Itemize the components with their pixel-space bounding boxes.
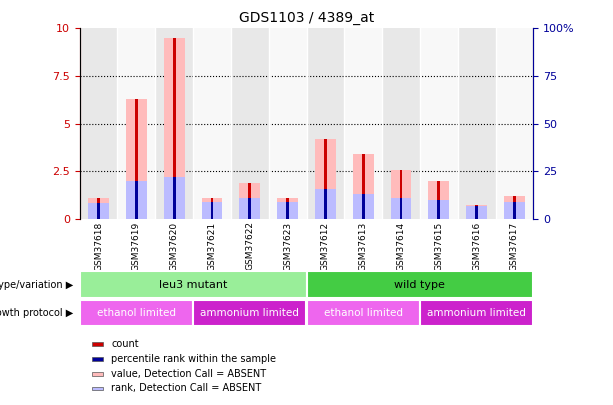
Bar bbox=[248, 198, 251, 219]
Bar bbox=[513, 196, 516, 219]
Bar bbox=[466, 205, 487, 219]
Bar bbox=[92, 372, 103, 375]
Bar bbox=[80, 28, 118, 219]
Bar bbox=[231, 28, 268, 219]
Bar bbox=[173, 177, 175, 219]
Bar bbox=[88, 203, 109, 219]
Bar bbox=[164, 38, 185, 219]
Bar bbox=[92, 357, 103, 360]
Bar bbox=[240, 183, 260, 219]
Text: ethanol limited: ethanol limited bbox=[97, 308, 176, 318]
Text: ammonium limited: ammonium limited bbox=[200, 308, 299, 318]
Bar bbox=[438, 181, 440, 219]
Bar bbox=[353, 154, 373, 219]
Bar bbox=[428, 181, 449, 219]
Bar bbox=[306, 300, 420, 326]
Bar bbox=[315, 139, 336, 219]
Text: wild type: wild type bbox=[395, 279, 445, 290]
Bar bbox=[193, 28, 231, 219]
Bar bbox=[97, 203, 100, 219]
Bar bbox=[466, 206, 487, 219]
Bar bbox=[362, 154, 365, 219]
Text: percentile rank within the sample: percentile rank within the sample bbox=[112, 354, 276, 364]
Bar bbox=[306, 271, 533, 298]
Bar bbox=[97, 198, 100, 219]
Bar bbox=[286, 202, 289, 219]
Bar bbox=[504, 202, 525, 219]
Bar bbox=[324, 139, 327, 219]
Bar bbox=[475, 205, 478, 219]
Bar bbox=[126, 99, 147, 219]
Bar bbox=[390, 198, 411, 219]
Bar bbox=[173, 38, 175, 219]
Bar bbox=[315, 189, 336, 219]
Bar bbox=[92, 342, 103, 346]
Bar bbox=[504, 196, 525, 219]
Bar bbox=[135, 181, 138, 219]
Bar bbox=[202, 198, 223, 219]
Bar bbox=[202, 202, 223, 219]
Bar bbox=[400, 198, 402, 219]
Bar bbox=[240, 198, 260, 219]
Bar bbox=[164, 177, 185, 219]
Bar bbox=[324, 189, 327, 219]
Bar bbox=[211, 198, 213, 219]
Bar bbox=[353, 194, 373, 219]
Bar bbox=[345, 28, 382, 219]
Bar bbox=[362, 194, 365, 219]
Bar bbox=[277, 198, 298, 219]
Bar bbox=[88, 198, 109, 219]
Bar bbox=[277, 202, 298, 219]
Text: leu3 mutant: leu3 mutant bbox=[159, 279, 227, 290]
Bar bbox=[155, 28, 193, 219]
Bar bbox=[382, 28, 420, 219]
Bar bbox=[495, 28, 533, 219]
Bar bbox=[513, 202, 516, 219]
Bar bbox=[475, 206, 478, 219]
Bar bbox=[126, 181, 147, 219]
Bar bbox=[135, 99, 138, 219]
Bar bbox=[80, 271, 306, 298]
Bar bbox=[118, 28, 155, 219]
Bar bbox=[248, 183, 251, 219]
Title: GDS1103 / 4389_at: GDS1103 / 4389_at bbox=[239, 11, 374, 25]
Bar bbox=[286, 198, 289, 219]
Bar bbox=[306, 28, 345, 219]
Bar bbox=[390, 170, 411, 219]
Bar bbox=[420, 300, 533, 326]
Text: rank, Detection Call = ABSENT: rank, Detection Call = ABSENT bbox=[112, 384, 262, 394]
Text: growth protocol ▶: growth protocol ▶ bbox=[0, 308, 74, 318]
Text: count: count bbox=[112, 339, 139, 349]
Bar bbox=[428, 200, 449, 219]
Bar bbox=[420, 28, 458, 219]
Text: ethanol limited: ethanol limited bbox=[324, 308, 403, 318]
Bar bbox=[193, 300, 306, 326]
Bar bbox=[438, 200, 440, 219]
Text: genotype/variation ▶: genotype/variation ▶ bbox=[0, 279, 74, 290]
Text: ammonium limited: ammonium limited bbox=[427, 308, 526, 318]
Text: value, Detection Call = ABSENT: value, Detection Call = ABSENT bbox=[112, 369, 267, 379]
Bar bbox=[268, 28, 306, 219]
Bar bbox=[211, 202, 213, 219]
Bar bbox=[80, 300, 193, 326]
Bar bbox=[400, 170, 402, 219]
Bar bbox=[458, 28, 495, 219]
Bar bbox=[92, 386, 103, 390]
